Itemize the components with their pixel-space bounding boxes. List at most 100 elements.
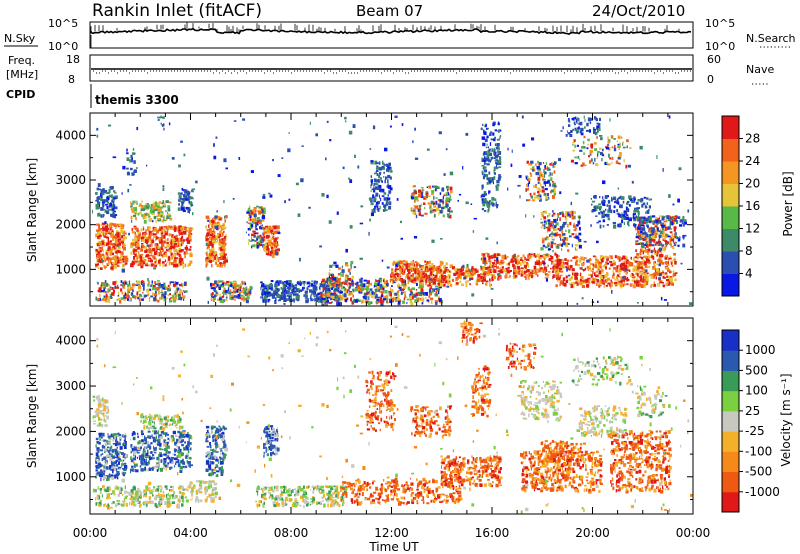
- range-gate-cell: [635, 265, 638, 267]
- range-gate-cell: [216, 221, 220, 224]
- range-gate-cell: [133, 214, 137, 217]
- range-gate-cell: [140, 253, 144, 256]
- range-gate-cell: [464, 274, 467, 278]
- range-gate-cell: [178, 237, 180, 242]
- range-gate-cell: [281, 295, 284, 299]
- range-gate-cell: [663, 220, 667, 223]
- range-gate-cell: [104, 266, 108, 269]
- range-gate-cell: [132, 200, 136, 204]
- range-gate-cell: [400, 291, 403, 295]
- range-gate-cell: [613, 224, 617, 229]
- range-gate-cell: [643, 282, 646, 286]
- range-gate-cell: [366, 280, 370, 284]
- range-gate-cell: [328, 292, 333, 297]
- range-gate-cell: [549, 234, 551, 237]
- range-gate-cell: [543, 271, 546, 274]
- range-gate-cell: [549, 183, 552, 187]
- range-gate-cell: [124, 281, 127, 285]
- range-gate-cell: [498, 261, 501, 264]
- range-gate-cell: [465, 280, 467, 284]
- range-gate-cell: [628, 195, 632, 199]
- range-gate-cell: [149, 218, 153, 222]
- range-gate-cell: [597, 153, 599, 157]
- range-gate-cell: [439, 275, 442, 278]
- range-gate-cell: [154, 283, 159, 285]
- range-gate-cell: [178, 232, 180, 236]
- range-gate-cell: [251, 239, 255, 242]
- range-gate-cell: [620, 279, 623, 284]
- range-gate-cell: [637, 224, 640, 227]
- range-gate-cell: [219, 225, 223, 228]
- range-gate-cell: [616, 276, 619, 280]
- range-gate-cell: [321, 283, 325, 288]
- range-gate-cell: [530, 274, 533, 279]
- range-gate-cell: [165, 200, 169, 204]
- range-gate-cell: [387, 179, 389, 184]
- range-gate-cell: [258, 221, 262, 225]
- range-gate-cell: [439, 260, 443, 265]
- range-gate-cell: [274, 225, 278, 230]
- range-gate-cell: [575, 279, 579, 282]
- range-gate-cell: [110, 232, 113, 235]
- range-gate-cell: [182, 239, 185, 242]
- range-gate-cell: [488, 200, 491, 202]
- range-gate-cell: [378, 287, 380, 291]
- range-gate-cell: [264, 287, 267, 290]
- range-gate-cell: [414, 190, 417, 195]
- range-gate-cell: [114, 235, 117, 239]
- range-gate-cell: [651, 232, 655, 236]
- range-gate-cell: [632, 214, 635, 218]
- range-gate-cell: [369, 301, 373, 304]
- range-gate-cell: [139, 261, 141, 264]
- range-gate-cell: [412, 212, 416, 215]
- range-gate-cell: [96, 223, 100, 226]
- range-gate-cell: [413, 295, 417, 298]
- range-gate-cell: [163, 298, 166, 302]
- range-gate-cell: [601, 201, 603, 204]
- range-gate-cell: [647, 265, 651, 268]
- range-gate-cell: [173, 225, 177, 228]
- range-gate-cell: [376, 286, 380, 291]
- range-gate-cell: [609, 255, 611, 258]
- range-gate-cell: [504, 254, 506, 258]
- range-gate-cell: [141, 298, 144, 301]
- range-gate-cell: [172, 298, 177, 303]
- range-gate-cell: [438, 283, 440, 286]
- range-gate-cell: [212, 217, 216, 222]
- range-gate-cell: [600, 279, 604, 282]
- range-gate-cell: [443, 271, 446, 273]
- range-gate-cell: [375, 203, 379, 206]
- range-gate-cell: [598, 270, 602, 274]
- range-gate-cell: [654, 225, 657, 228]
- range-gate-cell: [578, 244, 582, 249]
- range-gate-cell: [639, 261, 642, 265]
- range-gate-cell: [435, 285, 439, 288]
- range-gate-cell: [537, 160, 540, 164]
- range-gate-cell: [528, 256, 531, 260]
- range-gate-cell: [151, 292, 154, 296]
- range-gate-cell: [98, 224, 100, 228]
- range-gate-cell: [214, 280, 218, 285]
- range-gate-cell: [626, 221, 630, 226]
- range-gate-cell: [120, 297, 124, 300]
- range-gate-cell: [167, 213, 171, 216]
- range-gate-cell: [469, 283, 471, 286]
- range-gate-cell: [665, 241, 668, 244]
- range-gate-cell: [378, 280, 380, 284]
- range-gate-cell: [105, 249, 108, 252]
- range-gate-cell: [551, 172, 553, 175]
- range-gate-cell: [320, 296, 324, 298]
- range-gate-cell: [107, 296, 111, 300]
- range-gate-cell: [498, 166, 502, 169]
- range-gate-cell: [664, 229, 667, 231]
- range-gate-cell: [214, 251, 216, 255]
- range-gate-cell: [244, 282, 247, 286]
- range-gate-cell: [595, 264, 598, 268]
- sky-trace-line: [90, 27, 692, 35]
- range-gate-cell: [381, 202, 384, 205]
- range-gate-cell: [99, 258, 101, 260]
- range-gate-cell: [219, 243, 223, 247]
- range-gate-cell: [101, 222, 106, 225]
- range-gate-cell: [168, 245, 173, 250]
- range-gate-cell: [213, 256, 216, 260]
